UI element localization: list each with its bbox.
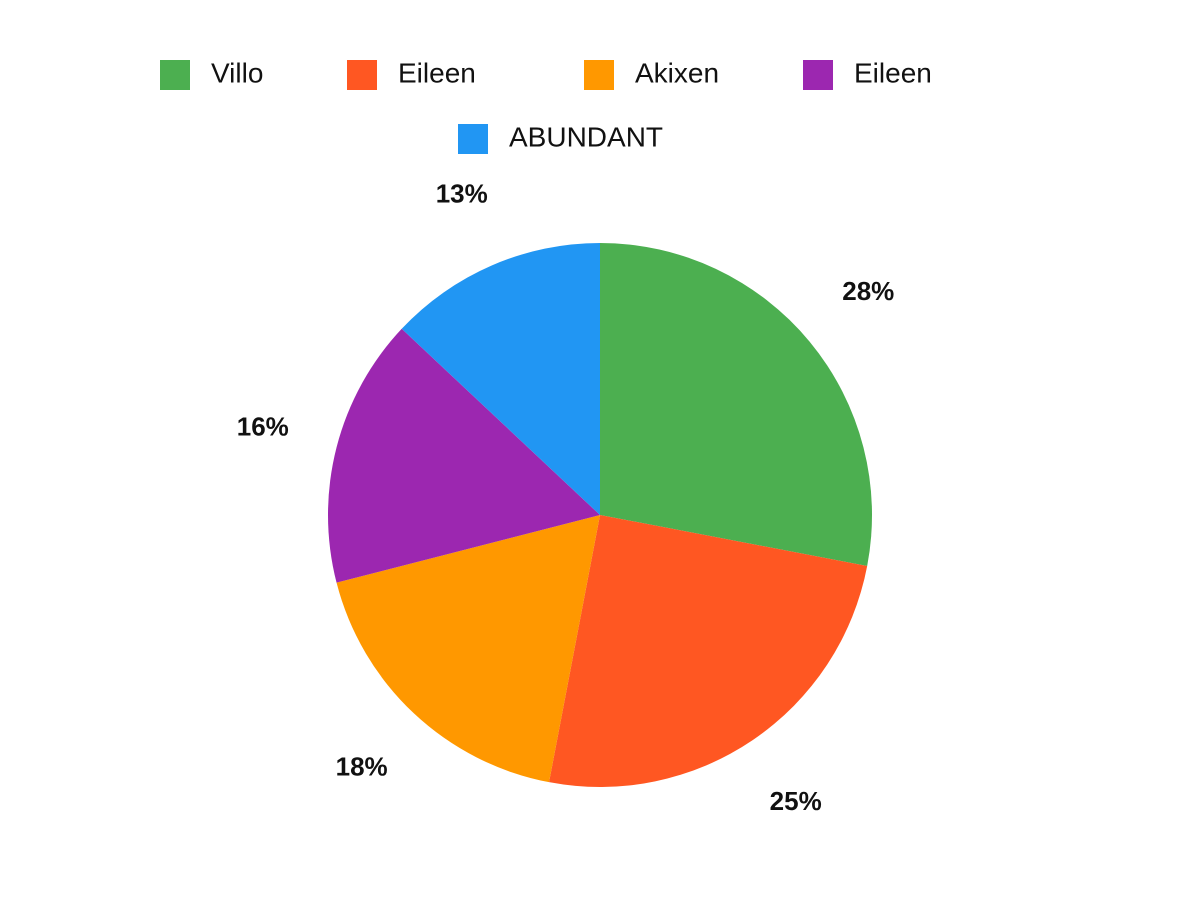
legend-swatch <box>803 60 833 90</box>
pie-slice <box>549 515 868 787</box>
pie-slice <box>401 243 600 515</box>
pie-slice <box>600 243 872 566</box>
legend-swatch <box>347 60 377 90</box>
pie-slice <box>336 515 600 783</box>
legend-label: Eileen <box>854 57 932 88</box>
legend-swatch <box>160 60 190 90</box>
legend-label: Villo <box>211 57 263 88</box>
legend-swatch <box>584 60 614 90</box>
slice-label: 28% <box>842 276 894 306</box>
legend-label: Eileen <box>398 57 476 88</box>
legend-label: ABUNDANT <box>509 121 663 152</box>
legend-label: Akixen <box>635 57 719 88</box>
pie-slice <box>328 328 600 583</box>
slice-label: 25% <box>770 786 822 816</box>
slice-label: 18% <box>336 752 388 782</box>
slice-label: 13% <box>436 178 488 208</box>
legend-swatch <box>458 124 488 154</box>
slice-label: 16% <box>237 411 289 441</box>
